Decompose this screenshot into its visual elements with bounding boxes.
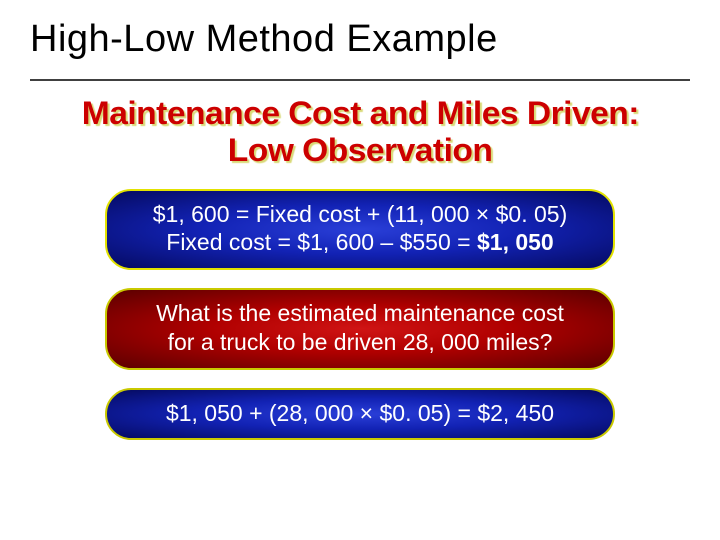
content-boxes: $1, 600 = Fixed cost + (11, 000 × $0. 05… (30, 189, 690, 441)
answer-box: $1, 050 + (28, 000 × $0. 05) = $2, 450 (105, 388, 615, 441)
question-box: What is the estimated maintenance cost f… (105, 288, 615, 370)
question-line2: for a truck to be driven 28, 000 miles? (125, 328, 595, 357)
subtitle-line1: Maintenance Cost and Miles Driven: (81, 95, 638, 132)
calc-line2-prefix: Fixed cost = $1, 600 – $550 = (166, 229, 477, 255)
slide: High-Low Method Example Maintenance Cost… (0, 0, 720, 540)
subtitle: Maintenance Cost and Miles Driven: Low O… (30, 95, 690, 169)
slide-title: High-Low Method Example (30, 18, 690, 61)
subtitle-line2: Low Observation (228, 132, 493, 169)
question-line1: What is the estimated maintenance cost (125, 299, 595, 328)
calc-line2-result: $1, 050 (477, 229, 554, 255)
title-block: High-Low Method Example (30, 18, 690, 81)
calc-box-fixed-cost: $1, 600 = Fixed cost + (11, 000 × $0. 05… (105, 189, 615, 271)
calc-line2: Fixed cost = $1, 600 – $550 = $1, 050 (125, 228, 595, 257)
calc-line1: $1, 600 = Fixed cost + (11, 000 × $0. 05… (125, 200, 595, 229)
answer-line: $1, 050 + (28, 000 × $0. 05) = $2, 450 (125, 399, 595, 428)
